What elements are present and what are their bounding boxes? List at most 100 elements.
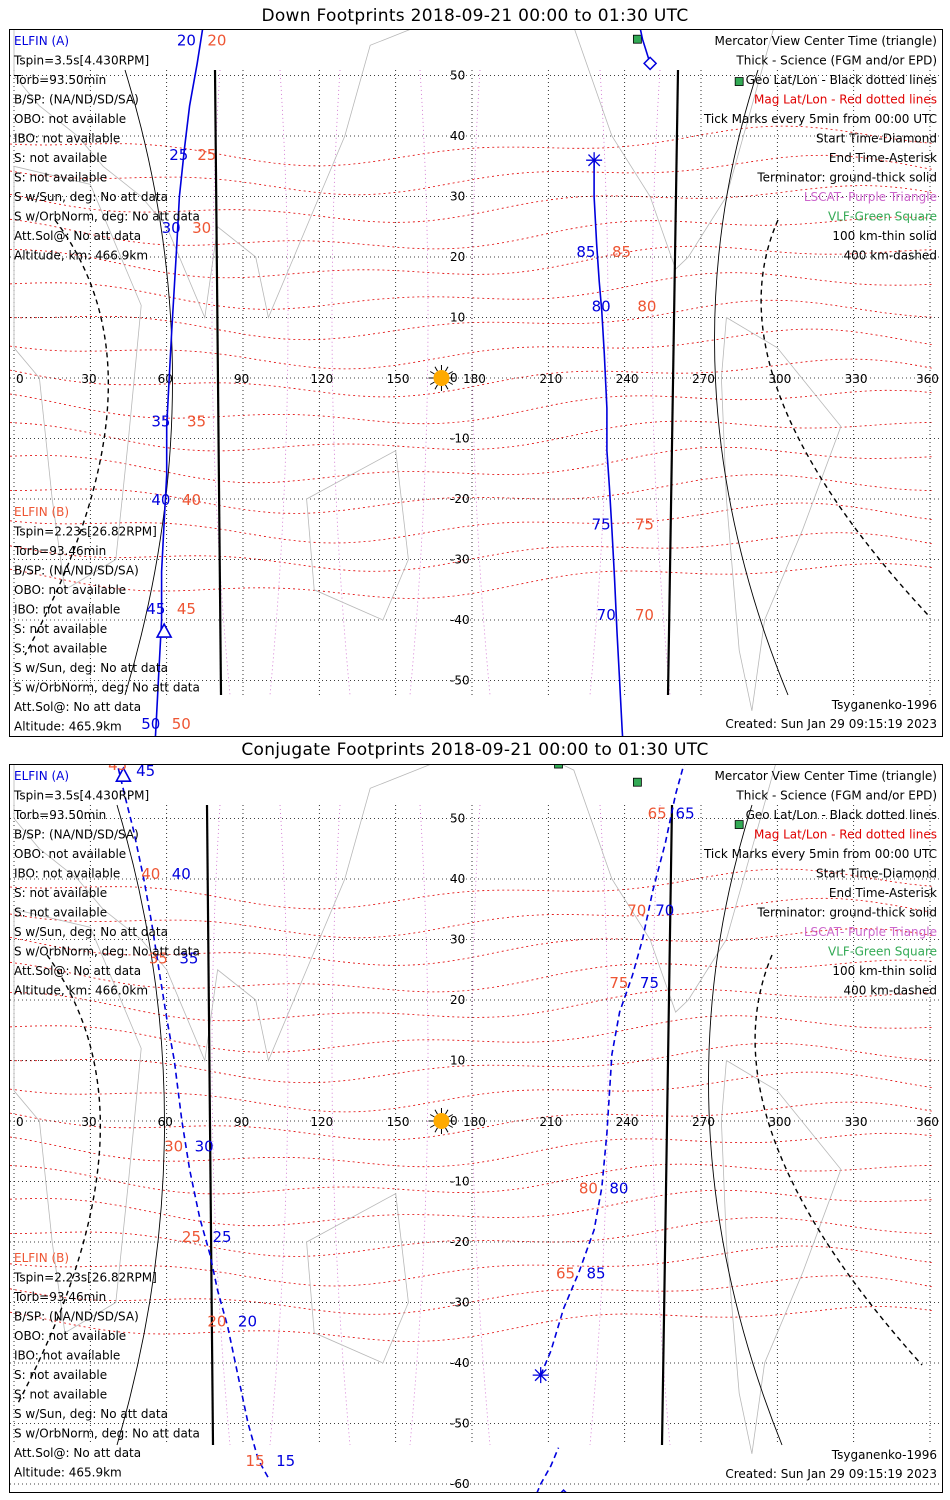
lat-tick-label: 20	[450, 993, 465, 1007]
sun-ray	[445, 1109, 449, 1115]
sun-marker	[428, 1108, 455, 1134]
terminator-400km-east	[760, 219, 929, 616]
elfin-b-time-label: 50	[172, 715, 191, 733]
start-diamond	[556, 1489, 571, 1500]
continent-outline	[13, 908, 142, 1334]
elfin-a-tspin: Tspin=3.5s[4.430RPM]	[13, 789, 149, 803]
elfin-b-time-label: 65	[648, 805, 667, 823]
elfin-a-orbnorm: S w/OrbNorm, deg: No att data	[14, 945, 200, 959]
mag-lon-line	[269, 804, 289, 1446]
mag-lon-line	[409, 804, 429, 1446]
lon-tick-label: 180	[463, 1115, 486, 1129]
elfin-a-orbnorm: S w/OrbNorm, deg: No att data	[14, 210, 200, 224]
created-timestamp: Created: Sun Jan 29 09:15:19 2023	[725, 1467, 937, 1481]
sun-ray	[434, 1127, 438, 1133]
elfin-b-ibo: IBO: not available	[14, 603, 120, 617]
sun-ray	[445, 366, 449, 372]
elfin-b-time-label: 75	[609, 974, 628, 992]
sun-ray	[429, 1124, 435, 1128]
lat-tick-label: -30	[450, 553, 470, 567]
elfin-a-time-label: 35	[179, 950, 198, 968]
legend-item: Thick - Science (FGM and/or EPD)	[735, 54, 937, 68]
lat-tick-label: 10	[450, 311, 465, 325]
continent-outline	[13, 165, 142, 591]
lon-tick-label: 120	[310, 372, 333, 386]
elfin-b-name: ELFIN (B)	[14, 1251, 69, 1265]
legend-item: Geo Lat/Lon - Black dotted lines	[746, 808, 937, 822]
elfin-b-time-label: 15	[246, 1452, 265, 1470]
sun-ray	[448, 1114, 453, 1118]
terminator-100km-east	[714, 69, 789, 696]
legend-item: LSCAT- Purple Triangle	[804, 190, 937, 204]
terminator-400km-east	[754, 954, 923, 1366]
elfin-a-time-label: 30	[162, 219, 181, 237]
legend-item: Geo Lat/Lon - Black dotted lines	[746, 73, 937, 87]
terminator-100km-east	[708, 804, 783, 1446]
legend-item: 100 km-thin solid	[832, 964, 937, 978]
terminators	[16, 804, 923, 1446]
elfin-a-bsp: B/SP: (NA/ND/SD/SA)	[14, 828, 139, 842]
elfin-b-time-label: 20	[207, 31, 226, 49]
elfin-a-time-label: 70	[655, 901, 674, 919]
lat-tick-label: -60	[450, 734, 470, 736]
elfin-b-orbnorm: S w/OrbNorm, deg: No att data	[14, 1427, 200, 1441]
elfin-b-time-label: 30	[164, 1137, 183, 1155]
elfin-a-time-label: 30	[195, 1137, 214, 1155]
lon-tick-label: 330	[845, 372, 868, 386]
lon-tick-label: 90	[234, 372, 249, 386]
terminator-100km-west	[124, 69, 173, 696]
map-panel-conjugate: 0306090120150180210240270300330360706050…	[9, 648, 943, 1500]
lon-tick-label: 270	[692, 1115, 715, 1129]
elfin-a-sun: S w/Sun, deg: No att data	[14, 190, 168, 204]
legend-item: Thick - Science (FGM and/or EPD)	[735, 789, 937, 803]
legend-item: 400 km-dashed	[843, 249, 937, 263]
elfin-b-altitude: Altitude: 465.9km	[14, 720, 122, 734]
legend-item: Tick Marks every 5min from 00:00 UTC	[703, 112, 937, 126]
elfin-a-s1: S: not available	[14, 886, 107, 900]
lon-tick-label: 60	[158, 372, 173, 386]
terminator-400km-west	[16, 954, 102, 1406]
mag-lon-line	[331, 804, 351, 1446]
mag-lat-line	[9, 988, 935, 1022]
lon-tick-label: 240	[616, 1115, 639, 1129]
legend-item: 100 km-thin solid	[832, 229, 937, 243]
lat-tick-label: -50	[450, 1417, 470, 1431]
mag-lon-line	[211, 804, 231, 1446]
terminator-400km-west	[24, 219, 110, 656]
vlf-station-square	[554, 759, 563, 769]
legend-item: Mag Lat/Lon - Red dotted lines	[754, 93, 937, 107]
elfin-a-time-label: 70	[597, 606, 616, 624]
start-diamond	[643, 56, 658, 71]
sun-ray	[434, 1109, 438, 1115]
lon-tick-label: 330	[845, 1115, 868, 1129]
mag-lat-line	[9, 446, 935, 484]
lat-tick-label: 50	[450, 812, 465, 826]
elfin-b-sun: S w/Sun, deg: No att data	[14, 661, 168, 675]
sun-ray	[429, 1114, 435, 1118]
mag-lat-line	[9, 1101, 935, 1141]
elfin-b-s1: S: not available	[14, 622, 107, 636]
elfin-b-torb: Torb=93.46min	[13, 1290, 106, 1304]
mag-lat-line	[9, 245, 935, 279]
elfin-b-time-label: 80	[637, 297, 656, 315]
footprint-map-conjugate: 0306090120150180210240270300330360706050…	[9, 648, 942, 1500]
model-label: Tsyganenko-1996	[831, 698, 937, 712]
lat-tick-label: -40	[450, 1356, 470, 1370]
elfin-a-altitude: Altitude, km: 466.0km	[14, 984, 148, 998]
legend-item: VLF-Green Square	[828, 945, 937, 959]
elfin-a-track-line	[533, 1447, 560, 1500]
elfin-a-s2: S: not available	[14, 906, 107, 920]
elfin-a-time-label: 20	[177, 31, 196, 49]
mag-lon-line	[269, 69, 289, 696]
lat-tick-label: 30	[450, 190, 465, 204]
elfin-b-time-label: 25	[197, 146, 216, 164]
lon-tick-label: 150	[387, 372, 410, 386]
lon-tick-label: 360	[916, 372, 939, 386]
mag-lat-line	[9, 563, 935, 599]
created-timestamp: Created: Sun Jan 29 09:15:19 2023	[725, 717, 937, 731]
elfin-a-time-label: 15	[276, 1452, 295, 1470]
elfin-a-time-label: 25	[212, 1228, 231, 1246]
sun-ray	[434, 366, 438, 372]
elfin-a-altitude: Altitude, km: 466.9km	[14, 249, 148, 263]
elfin-b-bsp: B/SP: (NA/ND/SD/SA)	[14, 564, 139, 578]
